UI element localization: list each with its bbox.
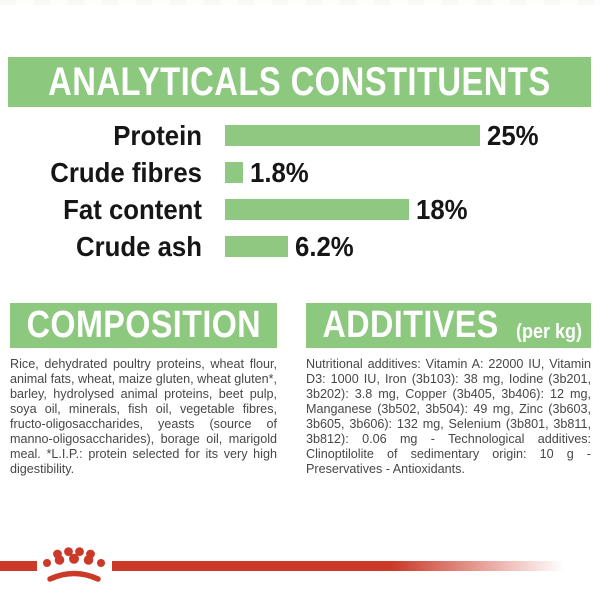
chart-bar-area: 6.2%: [225, 231, 359, 263]
brand-footer-strip: [0, 540, 600, 600]
constituents-bar-chart: Protein 25% Crude fibres 1.8% Fat content 18%…: [0, 120, 600, 273]
analyticals-constituents-banner: ANALYTICALS CONSTITUENTS: [8, 57, 591, 107]
royal-canin-crown-logo: [43, 547, 105, 582]
chart-row: Crude fibres 1.8%: [0, 157, 600, 188]
analyticals-constituents-title: ANALYTICALS CONSTITUENTS: [48, 59, 551, 104]
chart-bar: [225, 125, 480, 146]
chart-value-label: 1.8%: [250, 156, 310, 188]
chart-value-label: 18%: [415, 193, 468, 225]
chart-value-label: 6.2%: [295, 230, 354, 262]
chart-row: Crude ash 6.2%: [0, 231, 600, 262]
chart-category-label: Fat content: [63, 193, 202, 225]
chart-category-label: Protein: [113, 119, 202, 151]
chart-bar: [225, 162, 244, 183]
chart-bar: [225, 236, 289, 257]
chart-category-label: Crude fibres: [50, 156, 202, 188]
additives-title: ADDITIVES: [322, 304, 499, 346]
page-top-edge-texture: [0, 0, 600, 5]
footer-red-bar-right-fading: [112, 561, 578, 571]
composition-title: COMPOSITION: [26, 304, 261, 346]
composition-banner: COMPOSITION: [10, 303, 277, 348]
chart-bar-area: 25%: [225, 120, 543, 152]
chart-row: Fat content 18%: [0, 194, 600, 225]
chart-row: Protein 25%: [0, 120, 600, 151]
additives-banner: ADDITIVES (per kg): [306, 303, 591, 348]
chart-value-label: 25%: [487, 119, 539, 151]
additives-text: Nutritional additives: Vitamin A: 22000 …: [306, 357, 591, 476]
chart-bar: [225, 199, 409, 220]
chart-category-label: Crude ash: [76, 230, 202, 262]
footer-red-bar-left: [0, 561, 37, 571]
composition-text: Rice, dehydrated poultry proteins, wheat…: [10, 357, 277, 476]
chart-bar-area: 18%: [225, 194, 472, 226]
additives-per-kg-label: (per kg): [516, 321, 583, 343]
chart-bar-area: 1.8%: [225, 157, 314, 189]
